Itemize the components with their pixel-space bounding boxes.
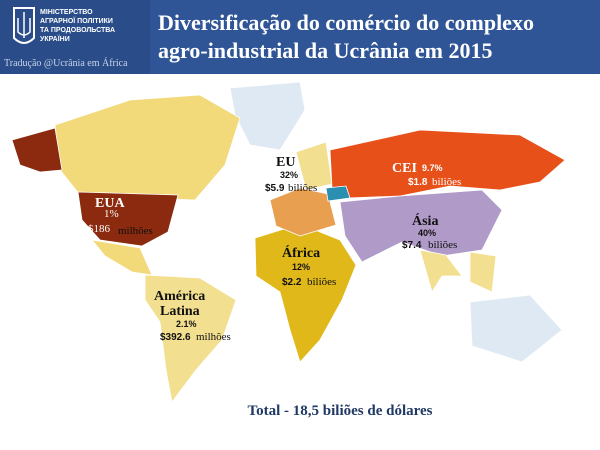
region-unit: biliões xyxy=(432,176,461,188)
region-unit: biliões xyxy=(307,276,336,288)
ministry-line: АГРАРНОЇ ПОЛІТИКИ xyxy=(40,17,113,25)
ministry-line: ТА ПРОДОВОЛЬСТВА xyxy=(40,27,115,34)
credit: Tradução @Ucrânia em África xyxy=(4,57,128,69)
region-labels: EUA 1% $186 milhões EU 32% $5.9 biliões … xyxy=(88,155,461,343)
ministry-line: МІНІСТЕРСТВО xyxy=(40,9,93,16)
region-amount: $2.2 xyxy=(282,277,302,288)
logo-area xyxy=(0,0,150,74)
central-america xyxy=(91,239,153,276)
region-amount: $1.8 xyxy=(408,177,428,188)
region-unit: biliões xyxy=(428,239,457,251)
region-unit: milhões xyxy=(118,225,153,237)
alaska xyxy=(11,127,63,173)
world-map xyxy=(11,81,566,403)
africa xyxy=(254,223,357,363)
region-name: Ásia xyxy=(412,212,438,229)
ukraine xyxy=(325,185,351,202)
region-share: 32% xyxy=(280,170,298,180)
title-line: agro-industrial da Ucrânia em 2015 xyxy=(158,38,492,63)
region-amount: $392.6 xyxy=(160,332,191,343)
trident xyxy=(17,12,31,38)
south-america xyxy=(144,274,237,403)
region-name: África xyxy=(282,244,320,261)
title-line: Diversificação do comércio do complexo xyxy=(158,10,534,35)
usa xyxy=(77,191,179,247)
total: Total - 18,5 biliões de dólares xyxy=(247,403,432,419)
region-share: 1% xyxy=(104,208,119,220)
europe xyxy=(269,187,337,237)
region-unit: milhões xyxy=(196,331,231,343)
canada xyxy=(54,94,241,201)
region-share: 12% xyxy=(292,262,310,272)
region-share: 2.1% xyxy=(176,319,197,329)
region-amount: $186 xyxy=(88,223,111,235)
india xyxy=(419,249,463,293)
region-name: CEI xyxy=(392,161,417,176)
australia xyxy=(469,294,563,363)
region-unit: biliões xyxy=(288,182,317,194)
southeast-asia xyxy=(469,251,497,293)
region-name: EUA xyxy=(95,196,125,211)
ministry-line: УКРАЇНИ xyxy=(40,35,70,43)
region-name: América Latina xyxy=(154,289,205,319)
region-amount: $5.9 xyxy=(265,183,285,194)
asia xyxy=(339,189,503,263)
region-share: 40% xyxy=(418,228,436,238)
region-name: EU xyxy=(276,155,295,170)
region-share: 9.7% xyxy=(422,163,443,173)
emblem xyxy=(13,7,35,44)
region-amount: $7.4 xyxy=(402,240,422,251)
